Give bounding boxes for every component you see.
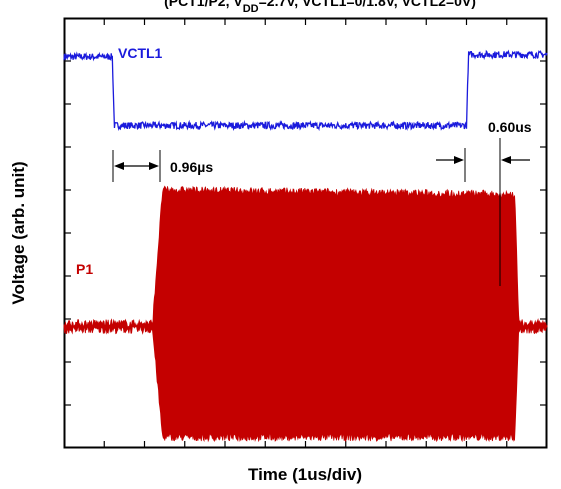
annotation-label-0-60us: 0.60us [488, 119, 532, 135]
x-axis-label: Time (1us/div) [248, 465, 362, 484]
y-axis-label: Voltage (arb. unit) [9, 161, 28, 304]
series-area-p1 [63, 185, 548, 443]
legend-label-vctl1: VCTL1 [118, 45, 163, 61]
arrow-left-icon [501, 156, 511, 164]
series-vctl1 [63, 49, 548, 132]
arrow-right-icon [149, 162, 159, 170]
chart-title: (PCT1/P2, VDD=2.7V, VCTL1=0/1.8V, VCTL2=… [164, 0, 476, 15]
title-subscript: DD [243, 3, 259, 15]
annotation-0-96us: 0.96µs [112, 150, 213, 182]
arrow-right-icon [454, 156, 464, 164]
arrow-left-icon [114, 162, 124, 170]
title-prefix: (PCT1/P2, V [164, 0, 243, 9]
annotation-label-0-96us: 0.96µs [170, 159, 213, 175]
axis-ticks [64, 18, 547, 448]
series-line-vctl1 [63, 49, 548, 132]
title-suffix: =2.7V, VCTL1=0/1.8V, VCTL2=0V) [259, 0, 476, 9]
series-p1 [63, 185, 548, 443]
legend-label-p1: P1 [76, 261, 93, 277]
annotation-0-60us: 0.60us [436, 119, 532, 286]
